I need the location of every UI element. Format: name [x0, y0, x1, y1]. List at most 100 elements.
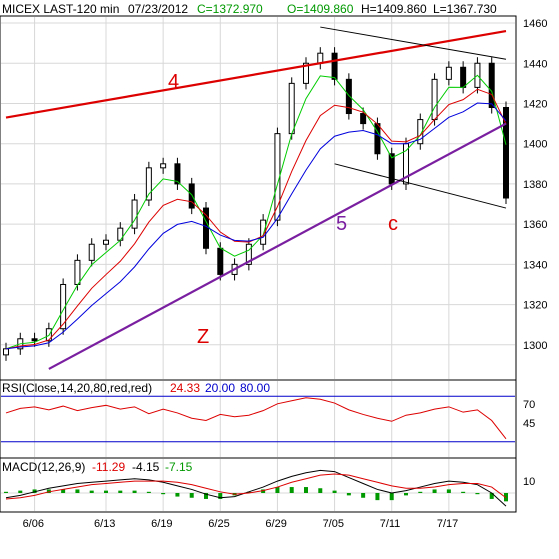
- macd-histogram-bar: [404, 493, 408, 496]
- grid-lines: [1, 17, 515, 511]
- candle-body: [174, 163, 181, 185]
- macd-histogram-bar: [4, 491, 8, 493]
- date-label: 07/23/2012: [128, 2, 188, 16]
- candle-body: [103, 239, 109, 245]
- candle-body: [317, 52, 324, 64]
- price-tick-label: 1420: [523, 98, 547, 110]
- date-tick-label: 6/13: [94, 518, 115, 530]
- macd-histogram-bar: [418, 491, 423, 493]
- macd-histogram-bar: [189, 493, 194, 498]
- macd-histogram-bar: [18, 490, 23, 493]
- macd-value: -11.29: [92, 460, 125, 474]
- macd-histogram-bar: [146, 491, 151, 493]
- macd-histogram-bar: [375, 493, 380, 501]
- macd-histogram-bar: [489, 493, 494, 499]
- annotation-c: c: [388, 213, 398, 235]
- candle-body: [288, 82, 295, 135]
- close-value: C=1372.970: [197, 2, 263, 16]
- macd-histogram-bar: [204, 493, 208, 499]
- candle-body: [503, 107, 509, 199]
- trendline-5: [48, 122, 507, 370]
- rsi-lower-level: 20.00: [205, 381, 235, 395]
- candle-body: [331, 52, 338, 80]
- candle-body: [88, 243, 95, 261]
- x-axis-ticks: 6/06 6/13 6/19 6/25 6/29 7/05 7/11 7/17: [23, 518, 459, 530]
- rsi-label: RSI(Close,14,20,80,red,red): [2, 381, 152, 395]
- macd-histogram-bar: [389, 493, 394, 501]
- macd-signal-value: -4.15: [132, 460, 160, 474]
- macd-series: [1, 469, 515, 507]
- trendline-4: [5, 29, 507, 119]
- macd-histogram-bar: [318, 488, 323, 493]
- macd-histogram-bar: [89, 490, 94, 493]
- candle-body: [445, 66, 452, 80]
- candle-body: [217, 247, 224, 275]
- macd-histogram-bar: [461, 491, 466, 493]
- macd-histogram-bar: [432, 489, 437, 493]
- rsi-panel-frame: [0, 379, 517, 459]
- trendline-channel-upper: [320, 26, 507, 60]
- price-tick-label: 1440: [523, 58, 547, 70]
- macd-histogram-bar: [46, 489, 51, 493]
- date-tick-label: 6/19: [151, 518, 172, 530]
- macd-histogram-bar: [75, 489, 80, 493]
- rsi-line: [5, 397, 507, 440]
- candle-body: [245, 243, 252, 265]
- macd-histogram-bar: [161, 493, 166, 495]
- date-tick-label: 6/29: [265, 518, 286, 530]
- rsi-value: 24.33: [170, 381, 200, 395]
- price-tick-label: 1380: [523, 179, 547, 191]
- macd-histogram-bar: [304, 487, 308, 493]
- high-value: H=1409.860: [361, 2, 427, 16]
- candle-body: [188, 183, 195, 209]
- annotation-z: Z: [197, 326, 209, 348]
- macd-histogram-bar: [132, 490, 137, 493]
- candle-body: [417, 119, 424, 145]
- macd-histogram-bar: [275, 487, 280, 493]
- candle-body: [488, 62, 495, 108]
- price-tick-label: 1320: [523, 300, 547, 312]
- macd-line: [5, 469, 507, 507]
- price-tick-label: 1300: [523, 340, 547, 352]
- low-value: L=1367.730: [433, 2, 497, 16]
- ma-fast-line: [5, 74, 507, 350]
- macd-histogram-bar: [61, 489, 66, 493]
- macd-histogram-bar: [175, 493, 180, 497]
- moving-averages: [5, 74, 507, 350]
- open-value: O=1409.860: [287, 2, 354, 16]
- macd-label: MACD(12,26,9): [2, 460, 85, 474]
- candle-body: [260, 219, 267, 245]
- trendline-channel-lower: [334, 163, 507, 209]
- candle-body: [3, 348, 9, 356]
- macd-histogram-bar: [218, 493, 223, 499]
- macd-histogram-bar: [261, 489, 266, 493]
- trendlines: [5, 26, 507, 370]
- rsi-series: [1, 395, 515, 443]
- ma-slow-line: [5, 102, 507, 350]
- date-tick-label: 6/25: [208, 518, 229, 530]
- rsi-upper-level: 80.00: [240, 381, 270, 395]
- date-tick-label: 7/17: [437, 518, 458, 530]
- price-tick-label: 1360: [523, 219, 547, 231]
- price-panel-frame: [0, 15, 517, 381]
- macd-histogram-bar: [118, 490, 123, 493]
- candle-body: [131, 199, 138, 229]
- candle-body: [303, 62, 309, 84]
- macd-histogram-bar: [332, 490, 337, 493]
- macd-histogram-bar: [346, 493, 351, 496]
- macd-histogram-bar: [246, 491, 251, 493]
- symbol-label: MICEX LAST-120 min: [2, 2, 119, 16]
- macd-histogram-bar: [289, 487, 294, 493]
- candle-body: [145, 167, 152, 201]
- price-tick-label: 1340: [523, 259, 547, 271]
- candle-body: [360, 113, 367, 125]
- candle-body: [74, 259, 81, 285]
- macd-histogram-bar: [361, 493, 366, 498]
- price-tick-label: 1400: [523, 139, 547, 151]
- macd-histogram-bar: [475, 493, 480, 495]
- date-tick-label: 7/11: [380, 518, 401, 530]
- candle-body: [345, 78, 352, 115]
- candle-body: [31, 338, 38, 342]
